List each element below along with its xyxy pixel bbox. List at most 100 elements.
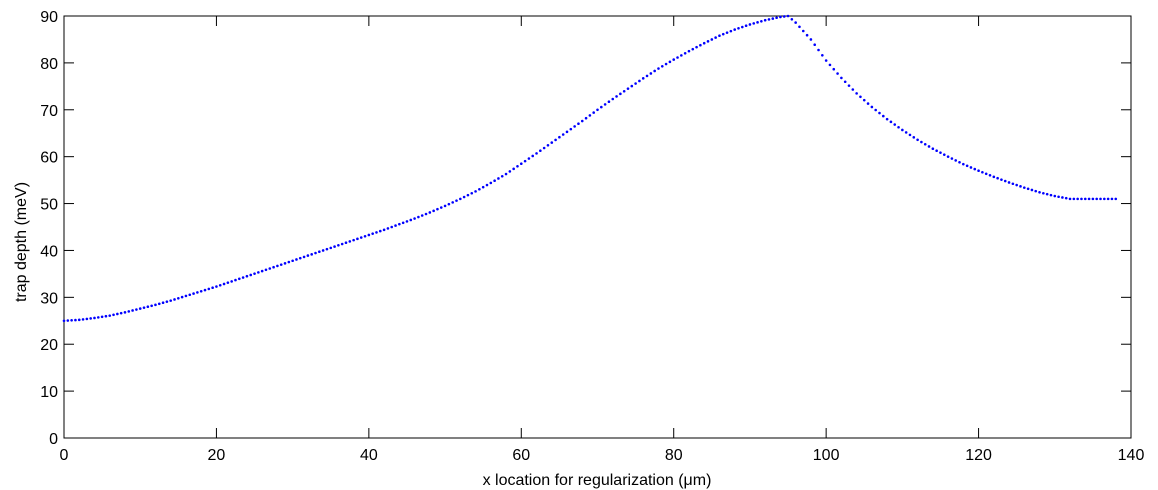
data-point (276, 265, 279, 268)
data-point (985, 172, 988, 175)
data-point (726, 31, 729, 34)
data-point (409, 219, 412, 222)
tick-layer: 0 20 40 60 80 100 120 140 0 10 20 30 40 50 60 70 80 90 (40, 9, 1144, 464)
data-point (1095, 198, 1098, 201)
data-point (268, 267, 271, 270)
data-point (890, 121, 893, 124)
data-point (127, 310, 130, 313)
data-point (398, 223, 401, 226)
data-point (810, 38, 813, 41)
x-tick-label: 20 (208, 447, 226, 464)
data-point (954, 159, 957, 162)
data-point (905, 131, 908, 134)
data-point (417, 216, 420, 219)
data-point (265, 268, 268, 271)
data-point (703, 42, 706, 45)
data-point (589, 114, 592, 117)
data-point (882, 115, 885, 118)
data-point (878, 112, 881, 115)
data-point (531, 155, 534, 158)
y-tick-label: 90 (40, 9, 58, 26)
data-point (257, 271, 260, 274)
data-point (935, 149, 938, 152)
data-point (166, 300, 169, 303)
data-point (368, 234, 371, 237)
data-point (364, 235, 367, 238)
data-point (135, 308, 138, 311)
data-point (185, 295, 188, 298)
data-point (1057, 195, 1060, 198)
data-point (741, 26, 744, 29)
data-point (775, 16, 778, 19)
data-point (230, 280, 233, 283)
data-point (855, 92, 858, 95)
data-point (1080, 198, 1083, 201)
data-point (798, 25, 801, 28)
data-point (314, 252, 317, 255)
plot-frame (64, 16, 1131, 438)
data-point (806, 34, 809, 37)
data-point (627, 87, 630, 90)
data-point (1004, 180, 1007, 183)
data-point (520, 162, 523, 165)
data-point (196, 291, 199, 294)
x-tick-label: 80 (665, 447, 683, 464)
data-point (310, 253, 313, 256)
data-point (939, 151, 942, 154)
data-point (650, 72, 653, 75)
data-point (67, 319, 70, 322)
data-point (619, 93, 622, 96)
data-point (604, 103, 607, 106)
data-point (840, 77, 843, 80)
data-point (592, 111, 595, 114)
data-point (448, 203, 451, 206)
data-point (993, 176, 996, 179)
data-point (1012, 182, 1015, 185)
data-point (1008, 181, 1011, 184)
data-point (1000, 178, 1003, 181)
data-point (623, 90, 626, 93)
data-point (821, 54, 824, 57)
data-point (78, 319, 81, 322)
data-point (493, 179, 496, 182)
data-point (223, 283, 226, 286)
data-point (387, 227, 390, 230)
data-point (440, 206, 443, 209)
data-point (630, 85, 633, 88)
data-point (611, 98, 614, 101)
data-point (577, 122, 580, 125)
data-point (771, 17, 774, 20)
x-tick-label: 100 (813, 447, 840, 464)
data-point (1034, 190, 1037, 193)
data-point (932, 147, 935, 150)
data-point (836, 72, 839, 75)
data-point (402, 221, 405, 224)
data-point (1069, 198, 1072, 201)
data-point (105, 315, 108, 318)
data-point (699, 44, 702, 47)
data-point (1050, 194, 1053, 197)
data-point (962, 163, 965, 166)
data-point (455, 199, 458, 202)
y-tick-label: 20 (40, 337, 58, 354)
data-point (356, 238, 359, 241)
data-point (562, 133, 565, 136)
x-tick-label: 120 (965, 447, 992, 464)
data-point (817, 49, 820, 52)
data-point (638, 80, 641, 83)
data-point (596, 108, 599, 111)
data-point (486, 184, 489, 187)
data-point (429, 211, 432, 214)
data-point (916, 138, 919, 141)
data-point (661, 65, 664, 68)
data-point (676, 56, 679, 59)
y-tick-label: 80 (40, 56, 58, 73)
data-point (695, 46, 698, 49)
data-point (909, 134, 912, 137)
data-point (707, 40, 710, 43)
data-point (657, 67, 660, 70)
data-point (349, 240, 352, 243)
data-point (181, 296, 184, 299)
data-point (147, 305, 150, 308)
data-point (764, 19, 767, 22)
